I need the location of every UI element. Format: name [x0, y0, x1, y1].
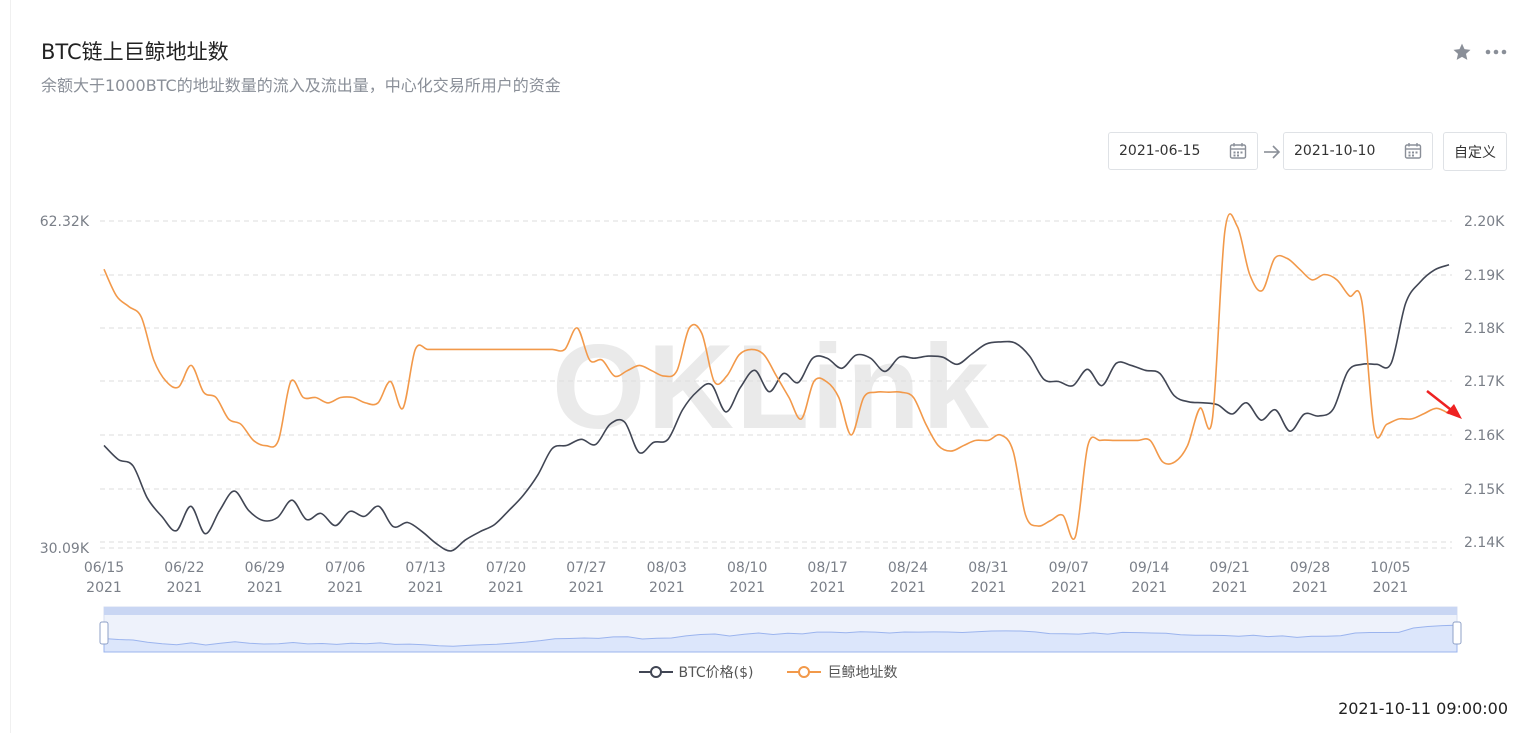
- y-right-tick: 2.17K: [1464, 374, 1505, 390]
- y-right-tick: 2.20K: [1464, 214, 1505, 230]
- x-tick-year: 2021: [649, 580, 685, 596]
- x-tick-day: 06/29: [245, 560, 285, 576]
- x-tick-day: 09/07: [1049, 560, 1089, 576]
- series-line-btc: [103, 264, 1450, 552]
- x-tick-day: 06/22: [164, 560, 204, 576]
- x-tick-day: 06/15: [84, 560, 124, 576]
- legend-marker-btc: [638, 666, 673, 678]
- x-tick-day: 09/28: [1290, 560, 1330, 576]
- x-tick-day: 08/10: [727, 560, 767, 576]
- x-tick-day: 08/31: [968, 560, 1008, 576]
- y-right-tick: 2.16K: [1464, 428, 1505, 444]
- update-timestamp: 2021-10-11 09:00:00: [1338, 699, 1508, 718]
- x-tick-day: 08/17: [807, 560, 847, 576]
- end-date-value: 2021-10-10: [1294, 143, 1376, 159]
- x-tick-year: 2021: [729, 580, 765, 596]
- x-tick-year: 2021: [890, 580, 926, 596]
- calendar-icon: [1229, 143, 1247, 159]
- custom-range-button[interactable]: 自定义: [1443, 132, 1507, 171]
- x-tick-year: 2021: [569, 580, 605, 596]
- slider-handle-left[interactable]: [99, 621, 109, 645]
- y-right-tick: 2.15K: [1464, 482, 1505, 498]
- x-tick-year: 2021: [1051, 580, 1087, 596]
- slider-mini-area: [103, 624, 1458, 653]
- x-tick-year: 2021: [1373, 580, 1409, 596]
- x-tick-year: 2021: [1292, 580, 1328, 596]
- slider-handle-right[interactable]: [1452, 621, 1462, 645]
- x-tick-day: 07/13: [405, 560, 445, 576]
- legend-label-whale: 巨鲸地址数: [827, 665, 898, 681]
- page-title: BTC链上巨鲸地址数: [41, 40, 229, 64]
- y-left-tick: 62.32K: [40, 214, 90, 230]
- header-actions: [1450, 40, 1508, 64]
- x-tick-day: 07/27: [566, 560, 606, 576]
- x-tick-day: 10/05: [1370, 560, 1410, 576]
- star-icon[interactable]: [1450, 40, 1474, 64]
- arrow-right-icon: [1264, 145, 1281, 159]
- slider-top-bar[interactable]: [104, 607, 1457, 615]
- more-icon[interactable]: [1484, 40, 1508, 64]
- legend-label-btc: BTC价格($): [678, 665, 754, 681]
- x-tick-year: 2021: [327, 580, 363, 596]
- series-line-whale: [103, 213, 1450, 540]
- x-tick-year: 2021: [408, 580, 444, 596]
- y-right-tick: 2.18K: [1464, 321, 1505, 337]
- y-left-tick: 30.09K: [40, 541, 90, 557]
- red-arrow-annotation: [1426, 390, 1462, 419]
- x-tick-year: 2021: [86, 580, 122, 596]
- x-tick-day: 07/20: [486, 560, 526, 576]
- y-right-tick: 2.14K: [1464, 535, 1505, 551]
- y-right-tick: 2.19K: [1464, 268, 1505, 284]
- x-tick-day: 09/14: [1129, 560, 1169, 576]
- start-date-value: 2021-06-15: [1119, 143, 1201, 159]
- end-date-input[interactable]: 2021-10-10: [1283, 132, 1433, 170]
- x-tick-day: 09/21: [1209, 560, 1249, 576]
- x-tick-day: 08/03: [647, 560, 687, 576]
- x-tick-year: 2021: [247, 580, 283, 596]
- calendar-icon: [1404, 143, 1422, 159]
- x-tick-year: 2021: [1212, 580, 1248, 596]
- legend-item-btc[interactable]: BTC价格($): [638, 662, 754, 682]
- chart-legend: BTC价格($) 巨鲸地址数: [0, 662, 1536, 682]
- start-date-input[interactable]: 2021-06-15: [1108, 132, 1258, 170]
- x-tick-day: 08/24: [888, 560, 928, 576]
- x-tick-year: 2021: [167, 580, 203, 596]
- x-tick-day: 07/06: [325, 560, 365, 576]
- x-tick-year: 2021: [488, 580, 524, 596]
- page-subtitle: 余额大于1000BTC的地址数量的流入及流出量，中心化交易所用户的资金: [41, 76, 561, 95]
- legend-item-whale[interactable]: 巨鲸地址数: [787, 662, 897, 682]
- x-tick-year: 2021: [1131, 580, 1167, 596]
- x-tick-year: 2021: [810, 580, 846, 596]
- watermark-logo: OKLink: [552, 320, 991, 454]
- zoom-slider[interactable]: [99, 606, 1462, 653]
- legend-marker-whale: [787, 666, 822, 678]
- x-tick-year: 2021: [971, 580, 1007, 596]
